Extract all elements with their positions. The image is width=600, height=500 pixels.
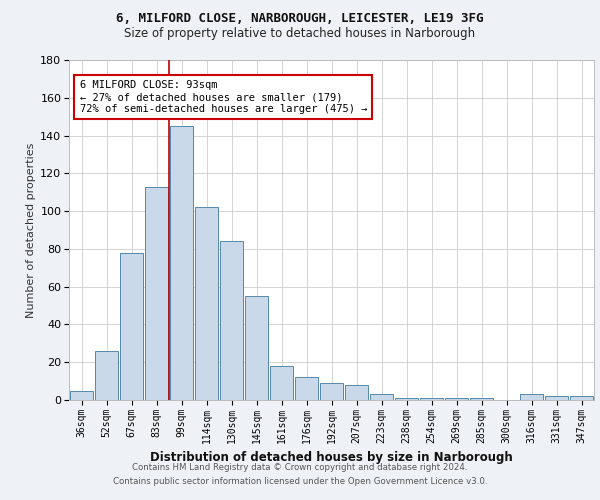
Bar <box>345 385 368 400</box>
Bar <box>370 394 393 400</box>
Bar <box>395 398 418 400</box>
Bar <box>70 390 93 400</box>
Bar <box>95 351 118 400</box>
Text: Contains HM Land Registry data © Crown copyright and database right 2024.: Contains HM Land Registry data © Crown c… <box>132 464 468 472</box>
Bar <box>445 398 468 400</box>
Bar <box>270 366 293 400</box>
Bar <box>170 126 193 400</box>
Text: 6, MILFORD CLOSE, NARBOROUGH, LEICESTER, LE19 3FG: 6, MILFORD CLOSE, NARBOROUGH, LEICESTER,… <box>116 12 484 26</box>
Bar <box>295 378 318 400</box>
Text: 6 MILFORD CLOSE: 93sqm
← 27% of detached houses are smaller (179)
72% of semi-de: 6 MILFORD CLOSE: 93sqm ← 27% of detached… <box>79 80 367 114</box>
Bar <box>145 186 168 400</box>
Y-axis label: Number of detached properties: Number of detached properties <box>26 142 36 318</box>
Bar <box>470 398 493 400</box>
Text: Size of property relative to detached houses in Narborough: Size of property relative to detached ho… <box>124 28 476 40</box>
Bar <box>520 394 543 400</box>
Bar <box>220 242 243 400</box>
Bar <box>320 383 343 400</box>
Bar <box>245 296 268 400</box>
Bar <box>195 208 218 400</box>
X-axis label: Distribution of detached houses by size in Narborough: Distribution of detached houses by size … <box>150 451 513 464</box>
Bar <box>545 396 568 400</box>
Text: Contains public sector information licensed under the Open Government Licence v3: Contains public sector information licen… <box>113 477 487 486</box>
Bar <box>420 398 443 400</box>
Bar <box>570 396 593 400</box>
Bar <box>120 252 143 400</box>
